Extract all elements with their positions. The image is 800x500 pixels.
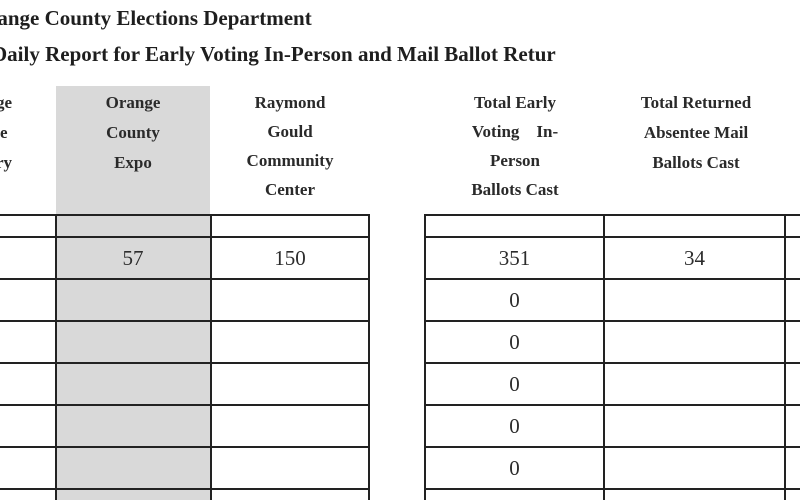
header-total-returned-line: Ballots Cast [652, 153, 740, 172]
header-raymond-line: Raymond [254, 93, 326, 112]
cell-raymond: 150 [274, 246, 306, 270]
table-column-rule [424, 214, 426, 500]
cell-total-early: 0 [509, 288, 520, 312]
table-left-rule [0, 404, 370, 406]
header-total-early-line: Voting In- [471, 122, 559, 141]
table-right-rule [424, 488, 800, 490]
header-expo-line: Orange [105, 93, 161, 112]
table-right-rule [424, 236, 800, 238]
table-right-rule [424, 320, 800, 322]
header-partial-line: e [0, 123, 8, 142]
table-column-rule [210, 214, 212, 500]
table-left-rule [0, 488, 370, 490]
cell-total-early: 0 [509, 372, 520, 396]
header-total-early-line: Ballots Cast [471, 180, 559, 199]
header-raymond-line: Community [246, 151, 334, 170]
report-title-department: range County Elections Department [0, 4, 800, 32]
header-raymond-line: Center [264, 180, 316, 199]
table-column-rule [368, 214, 370, 500]
table-column-rule [55, 214, 57, 500]
table-left-rule [0, 214, 370, 216]
cell-total-early: 0 [509, 456, 520, 480]
header-partial-line: ge [0, 93, 13, 112]
table-right-rule [424, 446, 800, 448]
table-right-rule [424, 214, 800, 216]
header-orange-county-expo: Orange County Expo [56, 88, 210, 178]
header-partial-left: ge e ry [0, 88, 20, 178]
table-left-rule [0, 362, 370, 364]
header-raymond-line: Gould [267, 122, 313, 141]
header-total-early-line: Total Early [473, 93, 557, 112]
table-right-rule [424, 404, 800, 406]
header-total-returned-absentee: Total Returned Absentee Mail Ballots Cas… [606, 88, 786, 178]
table-right-rule [424, 278, 800, 280]
report-title-daily: Daily Report for Early Voting In-Person … [0, 40, 800, 70]
header-total-returned-line: Total Returned [640, 93, 752, 112]
expo-column-shading [56, 86, 210, 500]
header-raymond-gould: Raymond Gould Community Center [212, 88, 368, 204]
header-total-returned-line: Absentee Mail [643, 123, 749, 142]
table-left-rule [0, 446, 370, 448]
table-right-rule [424, 362, 800, 364]
title-daily-text: Daily Report for Early Voting In-Person … [0, 42, 556, 66]
table-left-rule [0, 320, 370, 322]
cell-total-returned: 34 [684, 246, 705, 270]
header-total-early-line: Person [489, 151, 541, 170]
title-department-text: range County Elections Department [0, 6, 312, 30]
table-column-rule [603, 214, 605, 500]
header-partial-line: ry [0, 153, 13, 172]
table-left-rule [0, 278, 370, 280]
cell-total-early: 0 [509, 330, 520, 354]
cell-expo: 57 [122, 246, 144, 270]
header-expo-line: County [106, 123, 160, 142]
header-total-early-voting: Total Early Voting In- Person Ballots Ca… [426, 88, 604, 204]
cell-total-early: 0 [509, 414, 520, 438]
cell-total-early: 351 [498, 246, 531, 270]
table-left-rule [0, 236, 370, 238]
table-column-rule [784, 214, 786, 500]
header-expo-line: Expo [114, 153, 152, 172]
